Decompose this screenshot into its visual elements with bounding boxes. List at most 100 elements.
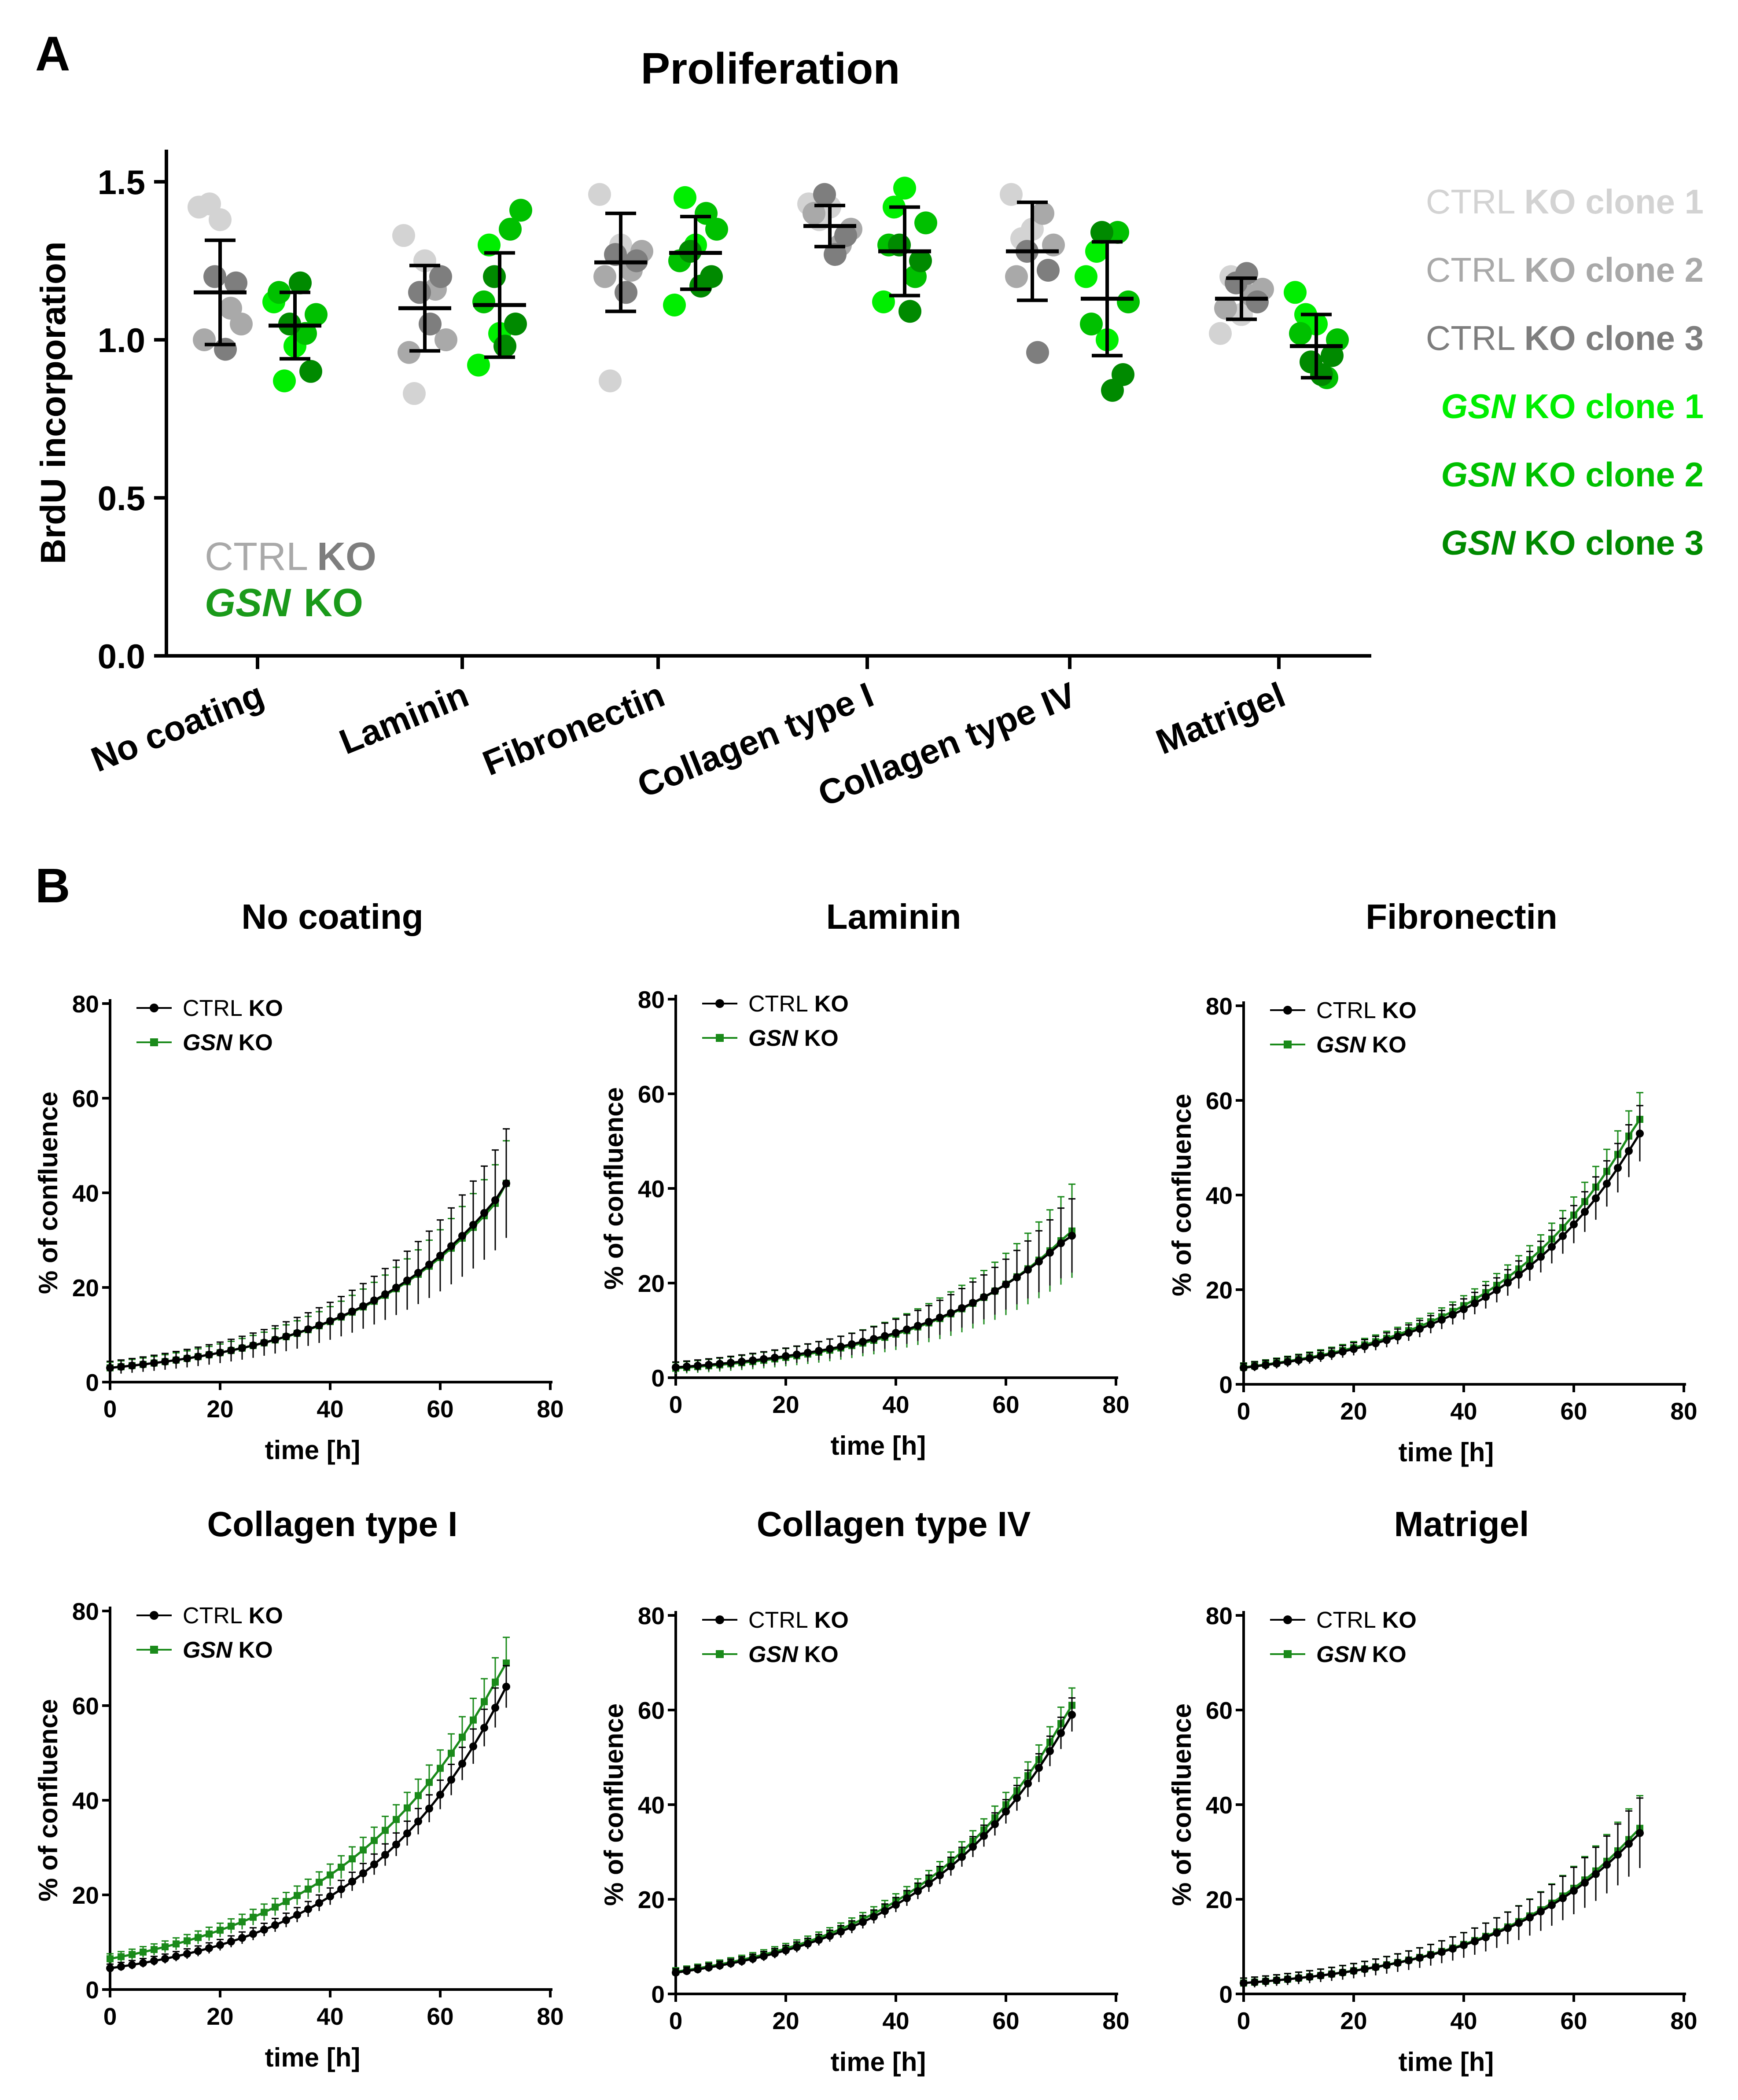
- ctrl-marker: [936, 1871, 944, 1879]
- ctrl-marker: [1372, 1963, 1380, 1971]
- ctrl-marker: [359, 1869, 367, 1877]
- panel-a-y-label: BrdU incorporation: [33, 241, 73, 564]
- ctrl-marker: [1068, 1232, 1076, 1240]
- ctrl-marker: [469, 1221, 477, 1229]
- ctrl-marker: [727, 1359, 735, 1367]
- ctrl-marker: [205, 1944, 213, 1953]
- gsn-clone-2-point: [1289, 322, 1312, 345]
- ctrl-marker: [337, 1312, 345, 1320]
- gsn-marker: [239, 1918, 246, 1926]
- legend-gsn-prefix: GSN: [1316, 1032, 1366, 1058]
- gsn-marker: [250, 1913, 257, 1921]
- gsn-clone-1-point: [663, 294, 686, 317]
- legend-gsn-suffix: KO: [239, 1637, 273, 1663]
- legend-gsn-prefix: GSN: [1316, 1642, 1366, 1667]
- legend-entry-suffix: KO clone 3: [1524, 319, 1704, 357]
- ctrl-marker: [139, 1959, 147, 1967]
- y-tick-label: 80: [1206, 1602, 1233, 1629]
- x-tick-label: 20: [772, 1391, 799, 1418]
- legend-gsn-prefix: GSN: [748, 1026, 799, 1051]
- legend-ctrl-suffix: KO: [814, 991, 849, 1017]
- ctrl-marker: [1035, 1258, 1043, 1266]
- ctrl-marker: [980, 1293, 988, 1301]
- y-axis-label: % of confluence: [1167, 1094, 1197, 1296]
- ctrl-clone-3-point: [419, 313, 442, 336]
- legend-gsn-prefix: GSN: [748, 1642, 799, 1667]
- gsn-clone-2-point: [268, 281, 291, 304]
- gsn-clone-3-point: [1321, 344, 1344, 367]
- ctrl-marker: [771, 1949, 779, 1957]
- ctrl-clone-2-point: [593, 265, 616, 288]
- legend-ctrl-marker: [715, 999, 724, 1008]
- gsn-marker: [415, 1792, 422, 1799]
- ctrl-marker: [128, 1960, 136, 1969]
- ctrl-marker: [1636, 1829, 1644, 1837]
- gsn-marker: [316, 1879, 323, 1886]
- ctrl-marker: [925, 1318, 933, 1326]
- x-tick-label: 40: [882, 2007, 909, 2034]
- ctrl-marker: [381, 1290, 389, 1298]
- legend-ctrl-suffix: KO: [249, 996, 283, 1021]
- y-tick-label: 0: [1219, 1371, 1233, 1398]
- gsn-clone-2-point: [1080, 313, 1103, 336]
- subplot-title: No coating: [241, 897, 423, 936]
- x-tick-label: 0: [1237, 1398, 1251, 1425]
- ctrl-marker: [1548, 1901, 1556, 1909]
- ctrl-marker: [205, 1350, 213, 1359]
- ctrl-marker: [1526, 1913, 1534, 1922]
- ctrl-marker: [1013, 1794, 1021, 1802]
- y-tick-label: 80: [1206, 993, 1233, 1020]
- ctrl-marker: [749, 1356, 757, 1364]
- x-tick-label: 60: [427, 2003, 453, 2030]
- gsn-marker: [492, 1678, 499, 1686]
- ctrl-marker: [1559, 1894, 1567, 1902]
- ctrl-marker: [1460, 1941, 1468, 1949]
- inline-legend-gsn-prefix: GSN: [205, 581, 291, 625]
- x-axis-label: time [h]: [831, 2047, 926, 2077]
- gsn-marker: [162, 1943, 169, 1950]
- ctrl-marker: [128, 1361, 136, 1370]
- x-tick-label: 20: [206, 1395, 233, 1423]
- legend-ctrl-label: CTRL KO: [183, 996, 283, 1021]
- ctrl-marker: [326, 1317, 334, 1325]
- x-tick-label: 80: [537, 1395, 563, 1423]
- y-tick-label: 20: [638, 1270, 665, 1297]
- legend-ctrl-marker: [150, 1611, 158, 1620]
- legend-ctrl-label: CTRL KO: [183, 1603, 283, 1629]
- ctrl-marker: [727, 1959, 735, 1968]
- x-tick-label: 20: [206, 2003, 233, 2030]
- legend-entry-3: CTRL KO clone 3: [1426, 319, 1704, 357]
- x-tick-label: 40: [1450, 2007, 1477, 2034]
- ctrl-marker: [958, 1853, 966, 1861]
- legend-entry-6: GSN KO clone 3: [1441, 523, 1704, 562]
- ctrl-marker: [1515, 1271, 1523, 1279]
- gsn-marker: [437, 1765, 444, 1772]
- ctrl-marker: [458, 1759, 466, 1768]
- y-tick-label: 1.0: [98, 321, 145, 360]
- legend-gsn-label: GSN KO: [748, 1026, 839, 1051]
- gsn-clone-3-point: [483, 265, 506, 288]
- ctrl-clone-3-point: [429, 265, 452, 288]
- x-tick-label: 0: [669, 1391, 683, 1418]
- ctrl-marker: [183, 1949, 191, 1958]
- legend-gsn-label: GSN KO: [183, 1030, 273, 1056]
- ctrl-marker: [1449, 1310, 1457, 1319]
- x-tick-label: 60: [992, 2007, 1019, 2034]
- gsn-clone-3-point: [493, 335, 516, 358]
- ctrl-clone-3-point: [408, 281, 431, 304]
- inline-legend-ctrl: CTRL KO: [205, 535, 376, 579]
- ctrl-marker: [1559, 1232, 1567, 1240]
- ctrl-marker: [1603, 1180, 1611, 1188]
- subplot-2: Laminin 0 20 40 60 80 0 20 40 60 80 time [h] % of co…: [599, 897, 1130, 1460]
- legend-gsn-suffix: KO: [804, 1026, 839, 1051]
- legend-entry-prefix: CTRL: [1426, 250, 1516, 289]
- x-axis-label: time [h]: [265, 1435, 361, 1465]
- ctrl-marker: [117, 1962, 125, 1971]
- ctrl-clone-3-point: [214, 338, 237, 361]
- ctrl-marker: [502, 1179, 510, 1188]
- ctrl-clone-1-point: [599, 369, 622, 393]
- y-tick-label: 20: [1206, 1276, 1233, 1304]
- y-tick-label: 60: [638, 1697, 665, 1724]
- gsn-clone-1-point: [1075, 265, 1097, 288]
